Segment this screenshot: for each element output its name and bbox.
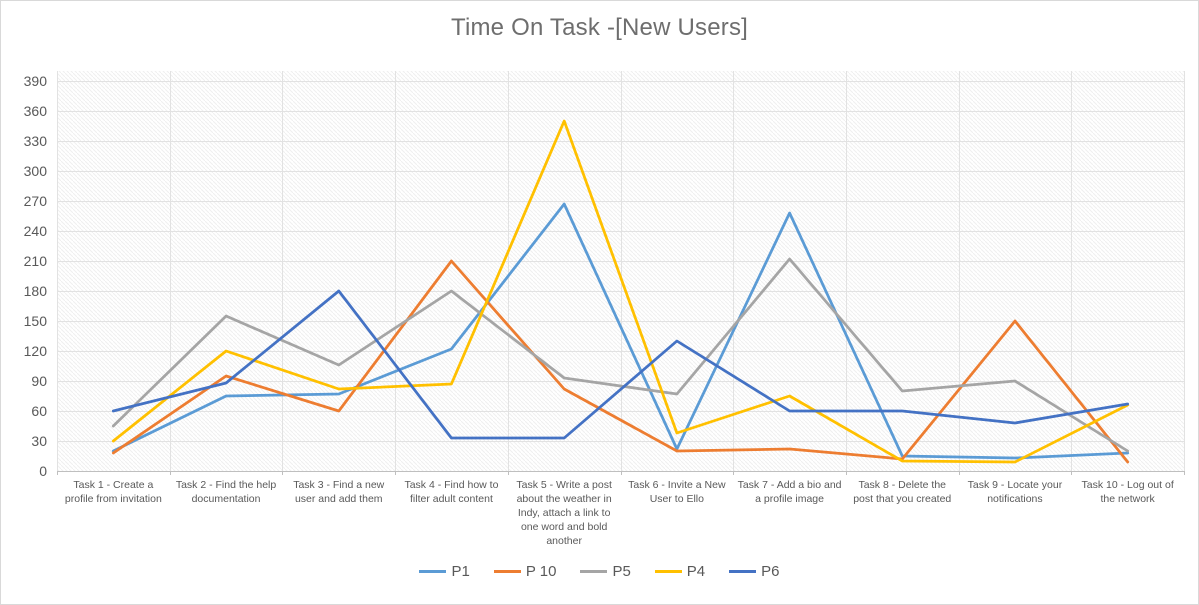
x-category-label: Task 8 - Delete the post that you create…	[853, 479, 952, 505]
x-category-label: Task 9 - Locate your notifications	[967, 479, 1063, 505]
y-tick-label: 360	[23, 103, 47, 119]
x-category-label: Task 5 - Write a post about the weather …	[516, 479, 612, 547]
legend: P1 P 10 P5 P4 P6	[1, 563, 1198, 580]
legend-line-swatch	[729, 570, 757, 573]
legend-item-P10: P 10	[493, 563, 557, 580]
legend-line-swatch	[654, 570, 682, 573]
legend-item-P1: P1	[419, 563, 470, 580]
x-category-label: Task 7 - Add a bio and a profile image	[737, 479, 842, 505]
x-category-label: Task 1 - Create a profile from invitatio…	[64, 479, 162, 505]
chart-title: Time On Task -[New Users]	[450, 14, 749, 41]
y-tick-label: 120	[23, 343, 47, 359]
y-tick-label: 270	[23, 193, 47, 209]
series-line-P10	[111, 259, 1130, 464]
y-tick-label: 60	[31, 403, 47, 419]
y-tick-label: 390	[23, 73, 47, 89]
y-tick-label: 150	[23, 313, 47, 329]
legend-line-swatch	[493, 570, 521, 573]
y-tick-label: 240	[23, 223, 47, 239]
legend-item-P5: P5	[580, 563, 631, 580]
series-line-P5	[111, 257, 1130, 453]
x-axis	[57, 471, 1185, 475]
x-category-label: Task 6 - Invite a New User to Ello	[628, 479, 726, 505]
x-category-label: Task 3 - Find a new user and add them	[293, 479, 385, 505]
x-category-label: Task 2 - Find the help documentation	[175, 479, 277, 505]
legend-item-P6: P6	[729, 563, 780, 580]
x-category-label: Task 10 - Log out of the network	[1081, 479, 1174, 505]
y-tick-label: 210	[23, 253, 47, 269]
y-tick-label: 30	[31, 433, 47, 449]
series-line-P1	[111, 202, 1130, 460]
legend-line-swatch	[580, 570, 608, 573]
series-line-P6	[111, 289, 1130, 440]
y-tick-label: 0	[39, 463, 47, 479]
legend-label: P 10	[525, 563, 557, 580]
plot-background-hatch	[57, 71, 1184, 471]
legend-label: P5	[612, 563, 631, 580]
y-tick-label: 90	[31, 373, 47, 389]
legend-label: P4	[686, 563, 706, 580]
y-tick-label: 180	[23, 283, 47, 299]
legend-item-P4: P4	[654, 563, 706, 580]
legend-label: P6	[761, 563, 780, 580]
y-tick-label: 300	[23, 163, 47, 179]
x-category-label: Task 4 - Find how to filter adult conten…	[404, 479, 499, 505]
legend-line-swatch	[419, 570, 447, 573]
series-line-P4	[111, 119, 1130, 464]
legend-label: P1	[451, 563, 470, 580]
y-tick-label: 330	[23, 133, 47, 149]
gridlines	[57, 71, 1185, 471]
